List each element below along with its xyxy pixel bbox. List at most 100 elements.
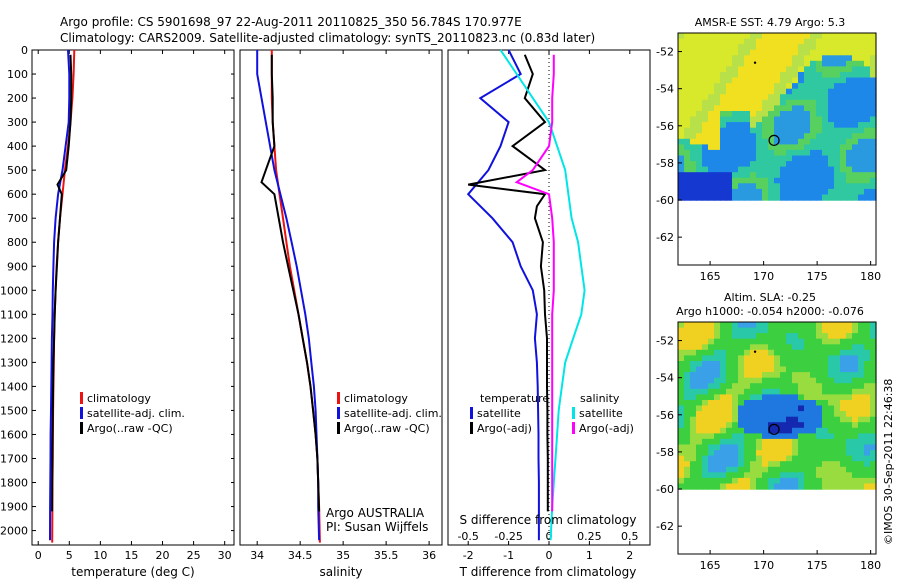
map-cell — [732, 411, 739, 418]
map-cell — [810, 461, 817, 468]
map-cell — [858, 400, 865, 407]
map-cell — [780, 88, 787, 95]
map-cell — [768, 66, 775, 73]
map-cell — [822, 66, 829, 73]
map-cell — [822, 72, 829, 79]
map-cell — [744, 388, 751, 395]
map-cell — [738, 49, 745, 56]
map-cell — [708, 372, 715, 379]
map-cell — [798, 444, 805, 451]
map-cell — [852, 161, 859, 168]
x-tick-label: 10 — [93, 549, 107, 562]
map-cell — [714, 99, 721, 106]
map-cell — [726, 455, 733, 462]
map-cell — [858, 466, 865, 473]
map-cell — [834, 466, 841, 473]
map-cell — [750, 333, 757, 340]
map-cell — [696, 405, 703, 412]
map-cell — [816, 444, 823, 451]
map-cell — [828, 99, 835, 106]
map-cell — [834, 411, 841, 418]
map-cell — [678, 450, 685, 457]
map-cell — [846, 99, 853, 106]
map-cell — [846, 466, 853, 473]
map-cell — [720, 472, 727, 479]
map-cell — [678, 99, 685, 106]
map-cell — [810, 483, 817, 490]
map-cell — [834, 383, 841, 390]
map-cell — [690, 372, 697, 379]
map-cell — [834, 483, 841, 490]
map-cell — [774, 99, 781, 106]
map-cell — [858, 338, 865, 345]
map-cell — [804, 99, 811, 106]
map-cell — [858, 349, 865, 356]
map-cell — [804, 83, 811, 90]
map-cell — [786, 127, 793, 134]
map-cell — [780, 361, 787, 368]
map-cell — [864, 38, 871, 45]
map-cell — [744, 422, 751, 429]
map-cell — [870, 149, 877, 157]
map-cell — [690, 433, 697, 440]
map-cell — [780, 155, 787, 162]
map-cell — [858, 172, 865, 179]
map-cell — [762, 349, 769, 356]
map-cell — [822, 138, 829, 145]
map-cell — [768, 194, 775, 201]
salinity-panel: 34 34.5 35 35.5 36 salinity climatologysatel… — [239, 49, 443, 579]
map-cell — [810, 127, 817, 134]
map-cell — [762, 338, 769, 345]
map-cell — [858, 444, 865, 451]
map-cell — [768, 333, 775, 340]
map-cell — [696, 177, 703, 184]
map-cell — [786, 444, 793, 451]
map-cell — [858, 433, 865, 440]
map-cell — [780, 455, 787, 462]
map-cell — [798, 450, 805, 457]
map-cell — [726, 388, 733, 395]
map-cell — [852, 416, 859, 423]
map-cell — [732, 349, 739, 356]
map-cell — [858, 366, 865, 373]
map-cell — [738, 166, 745, 173]
map-cell — [822, 333, 829, 340]
map-cell — [720, 99, 727, 106]
map-cell — [762, 44, 769, 51]
map-cell — [804, 77, 811, 84]
map-cell — [690, 344, 697, 351]
map-cell — [714, 44, 721, 51]
map-cell — [696, 383, 703, 390]
map-cell — [852, 60, 859, 67]
map-cell — [786, 438, 793, 446]
map-cell — [762, 400, 769, 407]
map-cell — [774, 355, 781, 362]
map-cell — [684, 188, 691, 196]
map-cell — [756, 188, 763, 196]
map-cell — [738, 38, 745, 45]
map-cell — [798, 483, 805, 490]
map-cell — [750, 438, 757, 446]
map-cell — [804, 472, 811, 479]
map-cell — [750, 450, 757, 457]
map-y-tick-label: -58 — [656, 446, 674, 459]
map-cell — [852, 338, 859, 345]
map-cell — [816, 388, 823, 395]
salinity-x-axis: 34 34.5 35 35.5 36 — [250, 50, 436, 562]
map-cell — [750, 83, 757, 90]
map-cell — [738, 111, 745, 118]
map-cell — [840, 333, 847, 340]
map-cell — [816, 383, 823, 390]
map-cell — [804, 344, 811, 351]
map-cell — [864, 455, 871, 462]
map-cell — [714, 377, 721, 384]
map-cell — [810, 122, 817, 129]
map-cell — [756, 394, 763, 401]
map-cell — [708, 411, 715, 418]
map-cell — [708, 83, 715, 90]
map-cell — [762, 155, 769, 162]
map-cell — [690, 477, 697, 485]
map-y-tick-label: -60 — [656, 483, 674, 496]
map-cell — [696, 416, 703, 423]
